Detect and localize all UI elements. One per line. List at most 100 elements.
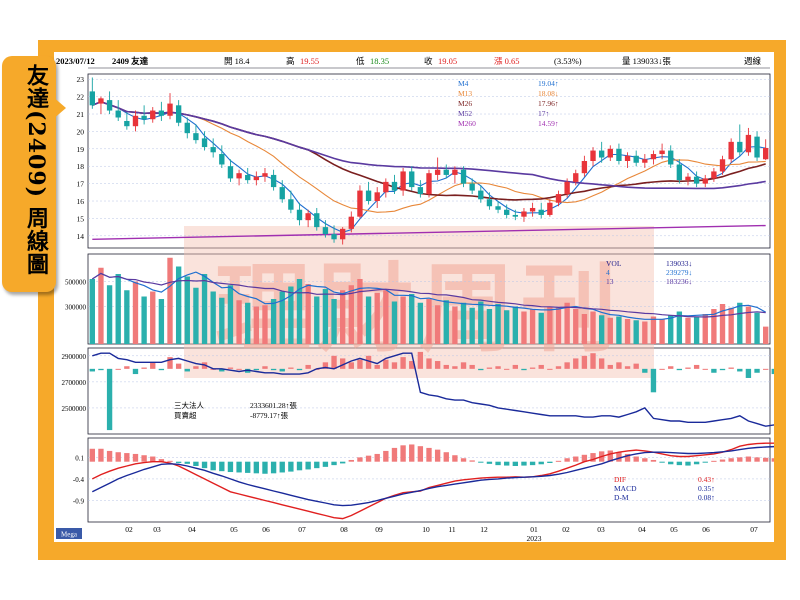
macd-hist-bar-40 xyxy=(434,449,441,462)
vol-bar-28 xyxy=(331,299,337,344)
header-field-6: 18.35 xyxy=(370,56,389,66)
price-legend-value-M13: 18.08↓ xyxy=(538,89,559,98)
candle-body-7 xyxy=(150,110,156,120)
x-tick-10: 12 xyxy=(480,525,488,534)
vol-bar-77 xyxy=(754,312,760,344)
vol-bar-51 xyxy=(529,309,536,344)
macd-hist-bar-3 xyxy=(115,452,121,462)
price-tick-19: 19 xyxy=(77,145,85,154)
vol-bar-29 xyxy=(339,290,346,344)
vol-bar-56 xyxy=(573,309,579,344)
candle-body-20 xyxy=(262,173,268,177)
inst-bar-67 xyxy=(668,366,674,369)
candle-body-44 xyxy=(469,183,475,191)
vol-tick-300000: 300000 xyxy=(65,304,87,312)
macd-hist-bar-21 xyxy=(270,461,277,474)
candle-body-10 xyxy=(175,105,182,123)
title-tag-pointer xyxy=(52,96,66,120)
vol-bar-12 xyxy=(193,287,199,344)
vol-bar-3 xyxy=(115,274,121,344)
candle-body-17 xyxy=(236,173,242,179)
candle-body-15 xyxy=(219,154,225,165)
inst-bar-64 xyxy=(642,368,648,373)
candle-body-60 xyxy=(607,148,613,158)
inst-bar-50 xyxy=(521,368,527,371)
macd-hist-bar-68 xyxy=(676,461,683,466)
inst-bar-28 xyxy=(331,355,337,369)
inst-bar-36 xyxy=(400,357,406,369)
vol-bar-23 xyxy=(288,286,294,344)
macd-hist-bar-50 xyxy=(521,461,527,466)
vol-bar-6 xyxy=(141,296,147,344)
macd-hist-bar-36 xyxy=(400,445,406,462)
inst-bar-66 xyxy=(659,368,665,370)
price-tick-20: 20 xyxy=(77,127,85,136)
macd-hist-bar-11 xyxy=(184,461,190,464)
candle-body-0 xyxy=(89,91,95,106)
inst-tick-2500000: 2500000 xyxy=(62,405,87,413)
inst-bar-54 xyxy=(555,366,562,369)
inst-bar-51 xyxy=(529,367,536,369)
vol-tick-500000: 500000 xyxy=(65,279,87,287)
macd-hist-bar-49 xyxy=(512,461,519,466)
candle-body-59 xyxy=(598,150,605,158)
candle-body-40 xyxy=(434,169,441,175)
vol-bar-78 xyxy=(763,326,769,344)
inst-bar-11 xyxy=(184,368,190,372)
inst-panel-frame xyxy=(87,347,771,435)
inst-bar-61 xyxy=(616,362,622,369)
x-tick-6: 08 xyxy=(340,525,348,534)
chart-area: 2023/07/12 2409 友達 開 18.4 高 19.55 低 18.35 收 19.0… xyxy=(54,52,777,543)
macd-hist-bar-78 xyxy=(763,457,769,462)
candle-body-31 xyxy=(357,190,363,217)
macd-hist-bar-35 xyxy=(391,447,398,462)
price-legend-name-M13: M13 xyxy=(458,89,472,98)
price-tick-23: 23 xyxy=(77,75,85,84)
candle-body-62 xyxy=(624,155,631,161)
macd-hist-bar-2 xyxy=(106,450,113,462)
vol-bar-60 xyxy=(607,317,613,344)
inst-bar-0 xyxy=(89,368,95,372)
inst-bar-10 xyxy=(175,363,182,369)
vol-bar-54 xyxy=(555,307,562,344)
chart-title: 友達(2409) 周線圖 xyxy=(23,64,49,276)
macd-hist-bar-75 xyxy=(737,457,743,462)
macd-legend-name-MACD: MACD xyxy=(614,484,637,493)
candle-body-30 xyxy=(348,216,354,229)
candle-body-78 xyxy=(763,147,769,160)
macd-hist-bar-74 xyxy=(728,458,734,462)
macd-hist-bar-1 xyxy=(98,448,104,462)
macd-hist-bar-9 xyxy=(167,460,173,462)
vol-bar-1 xyxy=(98,267,104,344)
header-field-5: 低 xyxy=(356,56,365,66)
macd-hist-bar-38 xyxy=(417,446,424,462)
candle-body-48 xyxy=(504,209,510,215)
macd-hist-bar-20 xyxy=(262,461,268,474)
macd-hist-bar-57 xyxy=(581,454,588,462)
vol-bar-57 xyxy=(581,314,588,344)
macd-hist-bar-73 xyxy=(719,459,726,462)
macd-hist-bar-65 xyxy=(650,459,657,462)
candle-body-32 xyxy=(365,190,372,202)
vol-ma-line-13 xyxy=(91,272,766,318)
candle-body-75 xyxy=(737,141,743,153)
inst-bar-46 xyxy=(486,367,493,369)
candle-body-66 xyxy=(659,150,665,155)
price-legend-name-M52: M52 xyxy=(458,109,472,118)
macd-hist-bar-71 xyxy=(702,461,708,463)
inst-bar-33 xyxy=(374,364,380,369)
candle-body-68 xyxy=(676,164,683,181)
inst-bar-40 xyxy=(434,361,441,369)
inst-bar-19 xyxy=(253,368,260,371)
vol-bar-19 xyxy=(253,306,260,344)
price-legend-value-M260: 14.59↑ xyxy=(538,119,559,128)
candle-body-22 xyxy=(279,187,285,200)
inst-bar-68 xyxy=(676,368,683,371)
x-tick-14: 04 xyxy=(638,525,646,534)
price-panel-frame xyxy=(87,73,771,249)
vol-bar-14 xyxy=(210,291,216,344)
macd-line-dif xyxy=(91,442,775,520)
vol-bar-36 xyxy=(400,296,406,344)
candle-body-50 xyxy=(521,211,527,217)
candle-body-13 xyxy=(201,138,208,148)
